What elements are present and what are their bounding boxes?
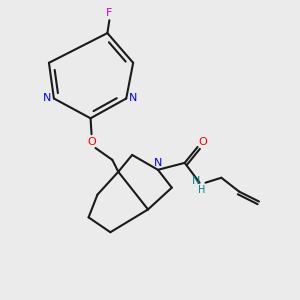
- Text: N: N: [154, 158, 162, 168]
- Text: F: F: [106, 8, 112, 18]
- Text: N: N: [191, 176, 200, 186]
- Text: H: H: [198, 184, 205, 195]
- Text: O: O: [198, 137, 207, 147]
- Text: N: N: [129, 94, 137, 103]
- Text: O: O: [87, 137, 96, 147]
- Text: N: N: [43, 94, 51, 103]
